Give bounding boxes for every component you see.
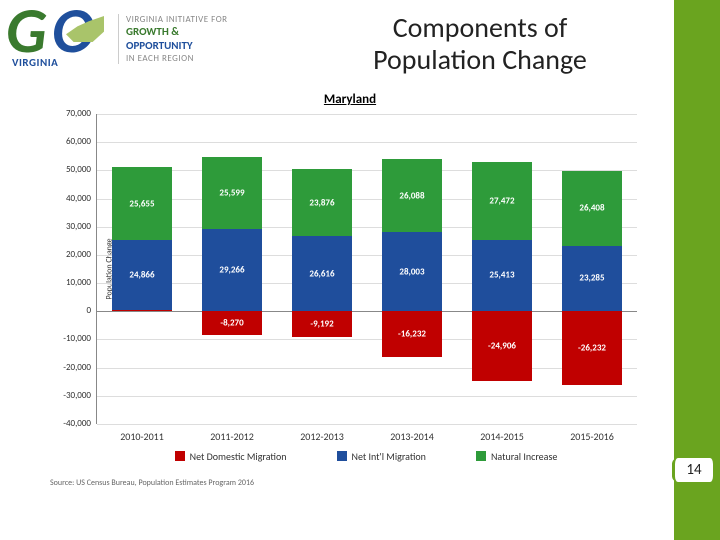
- title-line-2: Population Change: [373, 42, 587, 77]
- gridline: [97, 199, 637, 200]
- bar-value-label: 28,003: [399, 266, 424, 277]
- gridline: [97, 255, 637, 256]
- y-tick-label: 40,000: [49, 193, 91, 204]
- y-tick-label: -20,000: [49, 362, 91, 373]
- bar-value-label: 23,876: [309, 197, 334, 208]
- chart-legend: Net Domestic Migration Net Int'l Migratio…: [96, 446, 636, 466]
- bar-value-label: -9,192: [310, 319, 333, 330]
- y-tick-label: -30,000: [49, 390, 91, 401]
- logo-divider: [118, 14, 119, 64]
- go-virginia-logo: G O VIRGINIA VIRGINIA INITIATIVE FOR GRO…: [6, 6, 266, 76]
- gridline: [97, 227, 637, 228]
- category-label: 2010-2011: [120, 430, 164, 443]
- logo-opportunity: OPPORTUNITY: [126, 39, 228, 53]
- title-line-1: Components of: [393, 10, 568, 45]
- source-note: Source: US Census Bureau, Population Est…: [50, 478, 254, 488]
- gridline: [97, 396, 637, 397]
- y-tick-label: -40,000: [49, 418, 91, 429]
- legend-swatch: [175, 451, 185, 461]
- gridline: [97, 283, 637, 284]
- category-label: 2015-2016: [570, 430, 614, 443]
- category-label: 2014-2015: [480, 430, 524, 443]
- gridline: [97, 114, 637, 115]
- legend-item: Net Domestic Migration: [175, 446, 287, 466]
- y-tick-label: -10,000: [49, 333, 91, 344]
- bar-value-label: -24,906: [488, 341, 516, 352]
- gridline: [97, 142, 637, 143]
- bar-value-label: 27,472: [489, 195, 514, 206]
- legend-item: Net Int'l Migration: [337, 446, 426, 466]
- legend-label: Net Domestic Migration: [190, 450, 287, 463]
- bar-value-label: 25,413: [489, 270, 514, 281]
- bar-value-label: 25,655: [129, 198, 154, 209]
- gridline: [97, 368, 637, 369]
- bar-value-label: 24,866: [129, 269, 154, 280]
- chart-plot: Population Change -40,000-30,000-20,000-…: [96, 114, 637, 424]
- legend-swatch: [476, 451, 486, 461]
- bar-segment: [112, 310, 171, 311]
- legend-swatch: [337, 451, 347, 461]
- bar-value-label: -26,232: [578, 343, 606, 354]
- legend-label: Net Int'l Migration: [352, 450, 426, 463]
- slide-title: Components of Population Change: [310, 12, 650, 76]
- bar-value-label: 29,266: [219, 265, 244, 276]
- bar-value-label: 26,088: [399, 190, 424, 201]
- logo-growth: GROWTH &: [126, 25, 228, 39]
- gridline: [97, 424, 637, 425]
- legend-item: Natural Increase: [476, 446, 557, 466]
- bar-value-label: 23,285: [579, 273, 604, 284]
- category-label: 2013-2014: [390, 430, 434, 443]
- y-tick-label: 0: [49, 305, 91, 316]
- y-tick-label: 50,000: [49, 164, 91, 175]
- y-tick-label: 20,000: [49, 249, 91, 260]
- logo-virginia: VIRGINIA: [12, 56, 58, 69]
- category-label: 2011-2012: [210, 430, 254, 443]
- logo-region: IN EACH REGION: [126, 53, 228, 64]
- gridline: [97, 170, 637, 171]
- bar-value-label: -8,270: [220, 317, 243, 328]
- bar-value-label: 26,616: [309, 268, 334, 279]
- page-number: 14: [672, 458, 716, 482]
- bar-value-label: -16,232: [398, 329, 426, 340]
- y-tick-label: 60,000: [49, 136, 91, 147]
- y-tick-label: 10,000: [49, 277, 91, 288]
- gridline: [97, 339, 637, 340]
- y-tick-label: 70,000: [49, 108, 91, 119]
- logo-tagline: VIRGINIA INITIATIVE FOR GROWTH & OPPORTU…: [126, 14, 228, 64]
- bar-value-label: 26,408: [579, 203, 604, 214]
- legend-label: Natural Increase: [491, 450, 557, 463]
- chart-title: Maryland: [40, 92, 660, 107]
- logo-initiative: VIRGINIA INITIATIVE FOR: [126, 14, 228, 25]
- chart-container: Maryland Population Change -40,000-30,00…: [40, 100, 660, 500]
- y-tick-label: 30,000: [49, 221, 91, 232]
- category-label: 2012-2013: [300, 430, 344, 443]
- bar-value-label: 25,599: [219, 187, 244, 198]
- gridline: [97, 311, 637, 312]
